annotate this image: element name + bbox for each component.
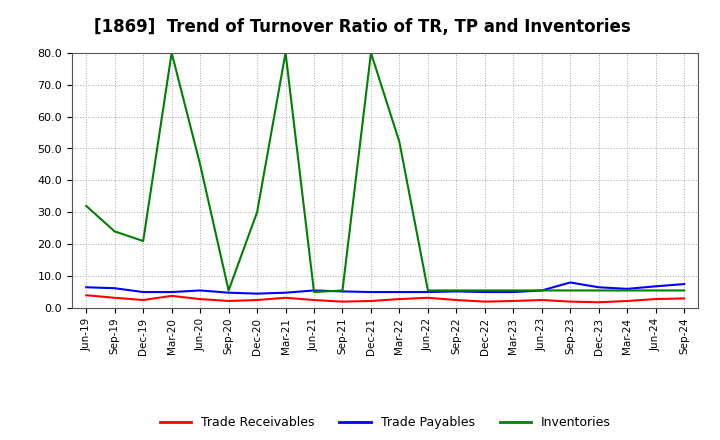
Inventories bbox=[225, 288, 233, 293]
Trade Payables bbox=[452, 289, 461, 294]
Trade Payables bbox=[82, 285, 91, 290]
Trade Receivables bbox=[623, 298, 631, 304]
Trade Payables bbox=[623, 286, 631, 291]
Trade Payables bbox=[338, 289, 347, 294]
Inventories bbox=[623, 288, 631, 293]
Trade Payables bbox=[395, 290, 404, 295]
Inventories bbox=[566, 288, 575, 293]
Trade Receivables bbox=[395, 297, 404, 302]
Trade Receivables bbox=[139, 297, 148, 303]
Inventories bbox=[680, 288, 688, 293]
Trade Receivables bbox=[452, 297, 461, 303]
Trade Payables bbox=[595, 285, 603, 290]
Line: Trade Payables: Trade Payables bbox=[86, 282, 684, 293]
Trade Receivables bbox=[110, 295, 119, 301]
Inventories bbox=[366, 50, 375, 55]
Trade Payables bbox=[509, 290, 518, 295]
Inventories bbox=[480, 288, 489, 293]
Trade Receivables bbox=[225, 298, 233, 304]
Trade Receivables bbox=[480, 299, 489, 304]
Trade Payables bbox=[423, 290, 432, 295]
Inventories bbox=[509, 288, 518, 293]
Trade Receivables bbox=[423, 295, 432, 301]
Inventories bbox=[452, 288, 461, 293]
Trade Payables bbox=[566, 280, 575, 285]
Inventories bbox=[139, 238, 148, 244]
Inventories bbox=[338, 288, 347, 293]
Trade Receivables bbox=[366, 298, 375, 304]
Trade Payables bbox=[139, 290, 148, 295]
Trade Receivables bbox=[595, 300, 603, 305]
Trade Payables bbox=[196, 288, 204, 293]
Inventories bbox=[310, 290, 318, 295]
Trade Payables bbox=[366, 290, 375, 295]
Trade Payables bbox=[537, 288, 546, 293]
Legend: Trade Receivables, Trade Payables, Inventories: Trade Receivables, Trade Payables, Inven… bbox=[155, 411, 616, 434]
Trade Payables bbox=[310, 288, 318, 293]
Inventories bbox=[282, 50, 290, 55]
Inventories bbox=[595, 288, 603, 293]
Trade Payables bbox=[110, 286, 119, 291]
Trade Payables bbox=[225, 290, 233, 295]
Trade Payables bbox=[652, 284, 660, 289]
Trade Receivables bbox=[82, 293, 91, 298]
Trade Receivables bbox=[338, 299, 347, 304]
Line: Inventories: Inventories bbox=[86, 53, 684, 292]
Trade Payables bbox=[680, 282, 688, 287]
Trade Receivables bbox=[167, 293, 176, 298]
Inventories bbox=[167, 50, 176, 55]
Trade Receivables bbox=[652, 297, 660, 302]
Trade Receivables bbox=[566, 299, 575, 304]
Trade Payables bbox=[253, 291, 261, 296]
Trade Payables bbox=[282, 290, 290, 295]
Text: [1869]  Trend of Turnover Ratio of TR, TP and Inventories: [1869] Trend of Turnover Ratio of TR, TP… bbox=[94, 18, 630, 36]
Trade Receivables bbox=[282, 295, 290, 301]
Inventories bbox=[537, 288, 546, 293]
Line: Trade Receivables: Trade Receivables bbox=[86, 295, 684, 302]
Inventories bbox=[196, 162, 204, 167]
Trade Receivables bbox=[196, 297, 204, 302]
Inventories bbox=[110, 229, 119, 234]
Trade Receivables bbox=[253, 297, 261, 303]
Trade Receivables bbox=[537, 297, 546, 303]
Trade Receivables bbox=[680, 296, 688, 301]
Inventories bbox=[423, 288, 432, 293]
Inventories bbox=[253, 209, 261, 215]
Inventories bbox=[395, 139, 404, 145]
Trade Payables bbox=[167, 290, 176, 295]
Inventories bbox=[82, 203, 91, 209]
Trade Payables bbox=[480, 290, 489, 295]
Inventories bbox=[652, 288, 660, 293]
Trade Receivables bbox=[509, 298, 518, 304]
Trade Receivables bbox=[310, 297, 318, 303]
